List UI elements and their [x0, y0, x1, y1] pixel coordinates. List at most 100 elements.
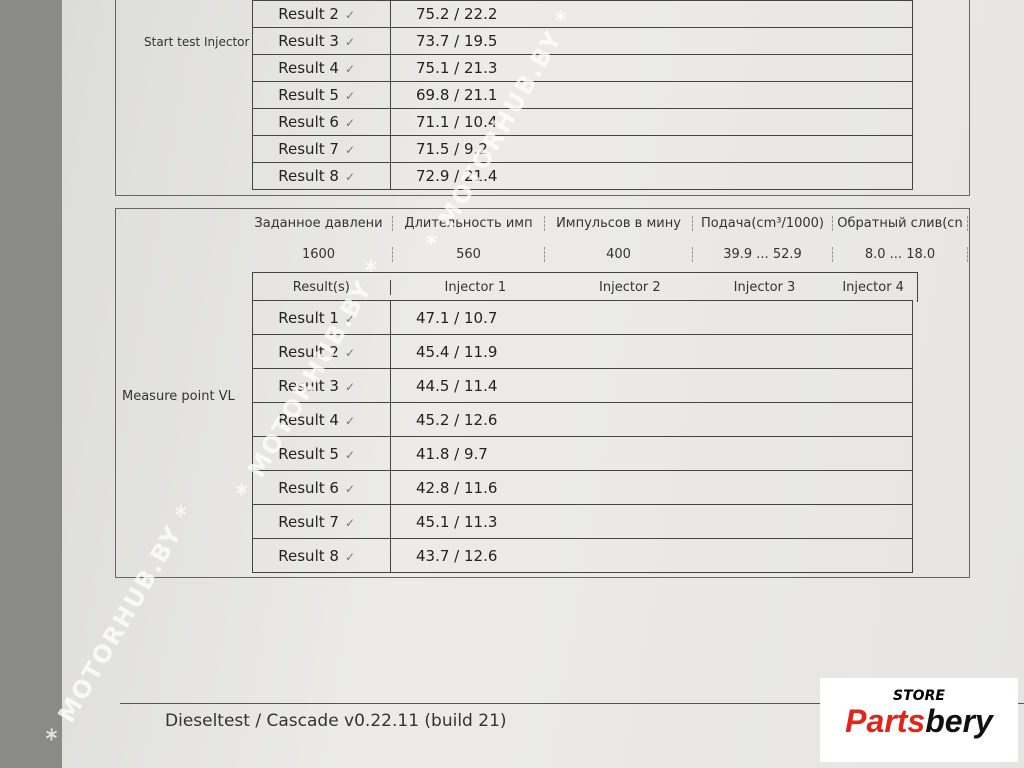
column-header: Injector 4 — [842, 280, 904, 295]
check-icon: ✓ — [344, 8, 355, 22]
table-row: Result 1 ✓ 47.1 / 10.7 — [252, 300, 913, 335]
param-header: Заданное давлени — [245, 216, 393, 231]
table-row: Result 8 ✓ 72.9 / 21.4 — [252, 162, 913, 190]
param-header: Импульсов в мину — [545, 216, 693, 231]
result-label: Result 2 — [278, 5, 339, 23]
param-value: 8.0 ... 18.0 — [833, 247, 968, 262]
logo-store-text: STORE — [893, 688, 945, 704]
table-row: Result 6 ✓ 42.8 / 11.6 — [252, 470, 913, 505]
result-cell: Result 8 ✓ — [252, 538, 391, 573]
check-icon: ✓ — [344, 345, 355, 360]
injector-1-value: 42.8 / 11.6 — [390, 470, 913, 505]
table-row: Result 4 ✓ 75.1 / 21.3 — [252, 54, 913, 82]
param-value: 39.9 ... 52.9 — [693, 247, 833, 262]
injector-1-value: 72.9 / 21.4 — [390, 162, 913, 190]
check-icon: ✓ — [344, 116, 355, 130]
start-test-table: Result 2 ✓ 75.2 / 22.2 Result 3 ✓ 73.7 / 19.5… — [252, 0, 913, 190]
injector-1-value: 45.4 / 11.9 — [390, 334, 913, 369]
result-cell: Result 5 ✓ — [252, 436, 391, 471]
result-label: Result 3 — [278, 376, 339, 395]
logo-brand-black: bery — [925, 703, 993, 739]
result-cell: Result 7 ✓ — [252, 504, 391, 539]
column-header: Result(s) — [253, 280, 391, 295]
result-cell: Result 1 ✓ — [252, 300, 391, 335]
result-cell: Result 7 ✓ — [252, 135, 391, 163]
check-icon: ✓ — [344, 481, 355, 496]
check-icon: ✓ — [344, 170, 355, 184]
result-label: Result 1 — [278, 308, 339, 327]
table-row: Result 7 ✓ 45.1 / 11.3 — [252, 504, 913, 539]
check-icon: ✓ — [344, 379, 355, 394]
measure-results-table: Result 1 ✓ 47.1 / 10.7 Result 2 ✓ 45.4 / 11.9… — [252, 300, 913, 573]
result-cell: Result 4 ✓ — [252, 402, 391, 437]
result-label: Result 5 — [278, 444, 339, 463]
table-row: Result 5 ✓ 41.8 / 9.7 — [252, 436, 913, 471]
column-header: Injector 1 — [444, 280, 507, 295]
measure-section: Measure point VL — [115, 208, 970, 578]
result-label: Result 6 — [278, 113, 339, 131]
params-value-row: 1600 560 400 39.9 ... 52.9 8.0 ... 18.0 — [245, 247, 968, 262]
footer-version: Dieseltest / Cascade v0.22.11 (build 21) — [165, 711, 507, 731]
result-label: Result 2 — [278, 342, 339, 361]
injector-1-value: 47.1 / 10.7 — [390, 300, 913, 335]
check-icon: ✓ — [344, 35, 355, 49]
injector-1-value: 44.5 / 11.4 — [390, 368, 913, 403]
result-cell: Result 2 ✓ — [252, 0, 391, 28]
result-label: Result 3 — [278, 32, 339, 50]
partsbery-logo: STORE Partsbery — [820, 678, 1018, 762]
injector-1-value: 41.8 / 9.7 — [390, 436, 913, 471]
injector-1-value: 43.7 / 12.6 — [390, 538, 913, 573]
check-icon: ✓ — [344, 549, 355, 564]
result-label: Result 5 — [278, 86, 339, 104]
injector-1-value: 73.7 / 19.5 — [390, 27, 913, 55]
injector-1-value: 71.1 / 10.4 — [390, 108, 913, 136]
check-icon: ✓ — [344, 447, 355, 462]
result-label: Result 8 — [278, 167, 339, 185]
injector-1-value: 45.2 / 12.6 — [390, 402, 913, 437]
result-label: Result 4 — [278, 410, 339, 429]
result-label: Result 7 — [278, 140, 339, 158]
check-icon: ✓ — [344, 143, 355, 157]
table-row: Result 5 ✓ 69.8 / 21.1 — [252, 81, 913, 109]
check-icon: ✓ — [344, 515, 355, 530]
check-icon: ✓ — [344, 62, 355, 76]
result-cell: Result 6 ✓ — [252, 470, 391, 505]
params-header-row: Заданное давлени Длительность имп Импульсо… — [245, 216, 968, 231]
result-cell: Result 2 ✓ — [252, 334, 391, 369]
result-cell: Result 6 ✓ — [252, 108, 391, 136]
table-row: Result 8 ✓ 43.7 / 12.6 — [252, 538, 913, 573]
param-header: Длительность имп — [393, 216, 545, 231]
param-value: 400 — [545, 247, 693, 262]
check-icon: ✓ — [344, 413, 355, 428]
injector-1-value: 69.8 / 21.1 — [390, 81, 913, 109]
result-cell: Result 8 ✓ — [252, 162, 391, 190]
table-row: Result 3 ✓ 73.7 / 19.5 — [252, 27, 913, 55]
result-label: Result 4 — [278, 59, 339, 77]
injector-1-value: 45.1 / 11.3 — [390, 504, 913, 539]
table-row: Result 2 ✓ 45.4 / 11.9 — [252, 334, 913, 369]
result-label: Result 7 — [278, 512, 339, 531]
param-value: 1600 — [245, 247, 393, 262]
result-cell: Result 5 ✓ — [252, 81, 391, 109]
start-test-section: Start test Injector — [115, 0, 970, 196]
result-label: Result 8 — [278, 546, 339, 565]
footer-divider — [120, 703, 1024, 704]
column-header: Injector 2 — [599, 280, 661, 295]
table-row: Result 7 ✓ 71.5 / 9.2 — [252, 135, 913, 163]
check-icon: ✓ — [344, 89, 355, 103]
result-cell: Result 3 ✓ — [252, 27, 391, 55]
table-row: Result 6 ✓ 71.1 / 10.4 — [252, 108, 913, 136]
results-header: Result(s) Injector 1 Injector 2 Injector 3 I… — [252, 272, 918, 302]
param-value: 560 — [393, 247, 545, 262]
result-label: Result 6 — [278, 478, 339, 497]
param-header: Обратный слив(cn — [833, 216, 968, 231]
param-header: Подача(cm³/1000) — [693, 216, 833, 231]
check-icon: ✓ — [344, 311, 355, 326]
injector-1-value: 75.1 / 21.3 — [390, 54, 913, 82]
result-cell: Result 3 ✓ — [252, 368, 391, 403]
injector-1-value: 75.2 / 22.2 — [390, 0, 913, 28]
table-row: Result 4 ✓ 45.2 / 12.6 — [252, 402, 913, 437]
result-cell: Result 4 ✓ — [252, 54, 391, 82]
column-header: Injector 3 — [733, 280, 796, 295]
logo-brand-red: Parts — [845, 703, 926, 739]
